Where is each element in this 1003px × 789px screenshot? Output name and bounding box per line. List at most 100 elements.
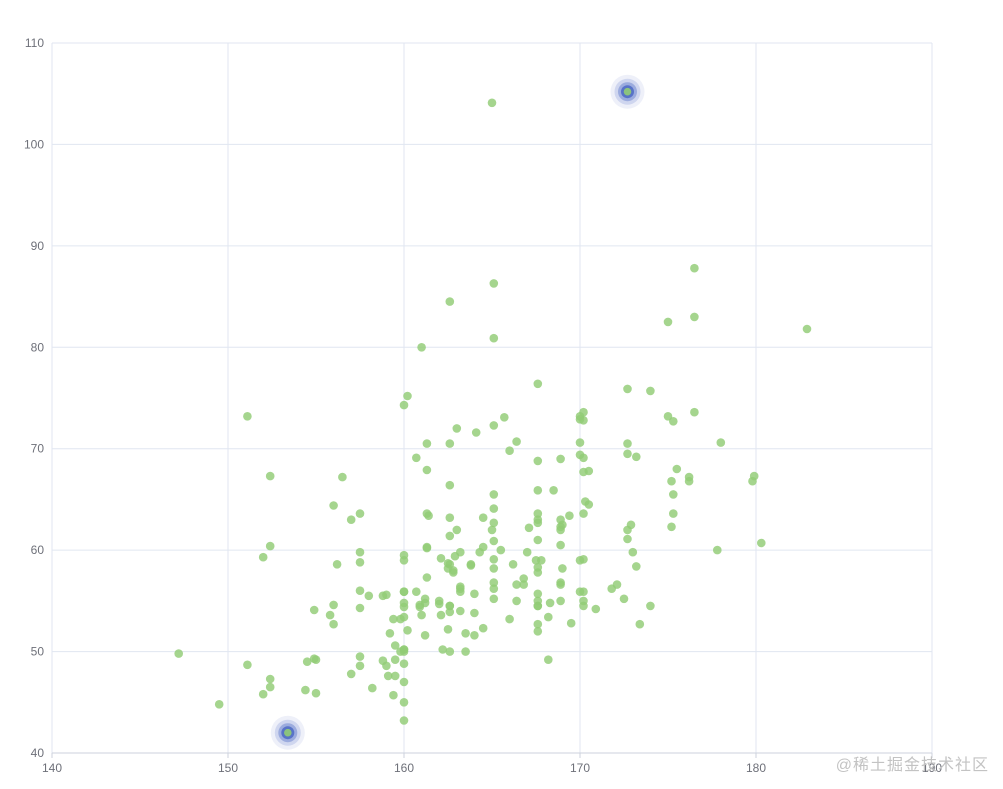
scatter-point[interactable] xyxy=(329,600,338,610)
scatter-point[interactable] xyxy=(508,560,518,569)
scatter-point[interactable] xyxy=(672,464,682,474)
scatter-point[interactable] xyxy=(533,486,543,495)
scatter-point[interactable] xyxy=(646,386,655,396)
scatter-point[interactable] xyxy=(632,452,641,462)
scatter-point[interactable] xyxy=(422,465,432,475)
scatter-point[interactable] xyxy=(445,531,455,541)
scatter-point[interactable] xyxy=(265,682,275,692)
scatter-point[interactable] xyxy=(355,558,365,567)
scatter-point[interactable] xyxy=(591,604,601,614)
scatter-point[interactable] xyxy=(243,660,252,670)
scatter-point[interactable] xyxy=(579,509,588,518)
scatter-point[interactable] xyxy=(556,540,565,550)
scatter-point[interactable] xyxy=(579,601,588,611)
scatter-point[interactable] xyxy=(355,661,365,671)
scatter-point[interactable] xyxy=(445,480,455,490)
scatter-point[interactable] xyxy=(533,601,543,611)
scatter-point[interactable] xyxy=(579,555,588,564)
scatter-point[interactable] xyxy=(445,513,455,522)
scatter-point[interactable] xyxy=(214,700,224,709)
scatter-point[interactable] xyxy=(646,601,655,611)
scatter-point[interactable] xyxy=(519,580,528,589)
scatter-point[interactable] xyxy=(390,655,400,664)
scatter-point[interactable] xyxy=(436,554,446,563)
scatter-point[interactable] xyxy=(690,263,699,273)
scatter-point[interactable] xyxy=(390,671,400,681)
scatter-point[interactable] xyxy=(556,515,565,524)
scatter-point[interactable] xyxy=(355,547,365,557)
scatter-point[interactable] xyxy=(422,573,432,582)
scatter-point[interactable] xyxy=(417,610,426,620)
scatter-point[interactable] xyxy=(329,619,338,629)
scatter-point[interactable] xyxy=(399,716,409,725)
scatter-point[interactable] xyxy=(669,490,678,499)
scatter-point[interactable] xyxy=(623,449,632,459)
scatter-point[interactable] xyxy=(470,589,479,599)
scatter-point[interactable] xyxy=(415,600,425,610)
scatter-point[interactable] xyxy=(412,453,421,463)
scatter-point[interactable] xyxy=(690,312,699,322)
scatter-point[interactable] xyxy=(346,669,356,679)
scatter-point[interactable] xyxy=(420,631,430,640)
scatter-point[interactable] xyxy=(368,683,377,693)
scatter-point[interactable] xyxy=(443,625,453,634)
scatter-point[interactable] xyxy=(399,612,409,622)
scatter-point[interactable] xyxy=(389,690,398,700)
scatter-point[interactable] xyxy=(258,552,268,562)
scatter-point[interactable] xyxy=(470,608,479,618)
scatter-point[interactable] xyxy=(436,610,446,620)
scatter-point[interactable] xyxy=(445,607,455,617)
scatter-point[interactable] xyxy=(332,560,342,569)
scatter-point[interactable] xyxy=(565,511,574,520)
scatter-point[interactable] xyxy=(456,584,465,593)
scatter-point[interactable] xyxy=(623,384,632,394)
scatter-point[interactable] xyxy=(450,551,460,561)
scatter-point[interactable] xyxy=(325,610,335,620)
scatter-point[interactable] xyxy=(399,659,409,668)
scatter-point[interactable] xyxy=(265,541,275,551)
scatter-point[interactable] xyxy=(487,525,497,535)
scatter-point[interactable] xyxy=(579,453,588,463)
scatter-point[interactable] xyxy=(558,564,567,573)
scatter-point[interactable] xyxy=(619,594,629,604)
scatter-point[interactable] xyxy=(390,641,400,650)
scatter-point[interactable] xyxy=(329,501,338,510)
scatter-point[interactable] xyxy=(489,594,499,604)
scatter-point[interactable] xyxy=(632,562,641,571)
scatter-point[interactable] xyxy=(399,587,409,596)
scatter-point[interactable] xyxy=(302,657,312,666)
scatter-point[interactable] xyxy=(466,560,476,569)
scatter-point[interactable] xyxy=(533,568,543,577)
scatter-point[interactable] xyxy=(399,556,409,565)
scatter-point[interactable] xyxy=(489,279,499,288)
scatter-point[interactable] xyxy=(403,391,412,401)
scatter-point[interactable] xyxy=(301,685,310,695)
scatter-point[interactable] xyxy=(533,518,543,528)
scatter-point[interactable] xyxy=(399,677,409,687)
scatter-point[interactable] xyxy=(355,586,365,595)
scatter-point[interactable] xyxy=(399,598,409,608)
scatter-point[interactable] xyxy=(445,297,455,306)
scatter-point[interactable] xyxy=(545,598,555,608)
scatter-point[interactable] xyxy=(478,513,488,522)
scatter-point[interactable] xyxy=(445,439,455,448)
scatter-point[interactable] xyxy=(385,629,395,638)
scatter-point[interactable] xyxy=(445,601,455,611)
scatter-point[interactable] xyxy=(575,438,585,447)
scatter-point[interactable] xyxy=(443,559,453,568)
scatter-point[interactable] xyxy=(258,689,268,699)
scatter-point[interactable] xyxy=(500,413,509,422)
scatter-point[interactable] xyxy=(420,594,430,604)
scatter-point[interactable] xyxy=(470,631,479,640)
scatter-point[interactable] xyxy=(623,534,632,544)
scatter-point[interactable] xyxy=(378,591,388,601)
scatter-point[interactable] xyxy=(533,619,543,629)
scatter-point[interactable] xyxy=(489,578,499,587)
scatter-point[interactable] xyxy=(519,574,528,583)
scatter-point[interactable] xyxy=(533,509,543,518)
scatter-point[interactable] xyxy=(533,627,543,636)
scatter-point[interactable] xyxy=(579,587,588,596)
scatter-point[interactable] xyxy=(544,612,553,622)
scatter-point[interactable] xyxy=(556,525,565,535)
